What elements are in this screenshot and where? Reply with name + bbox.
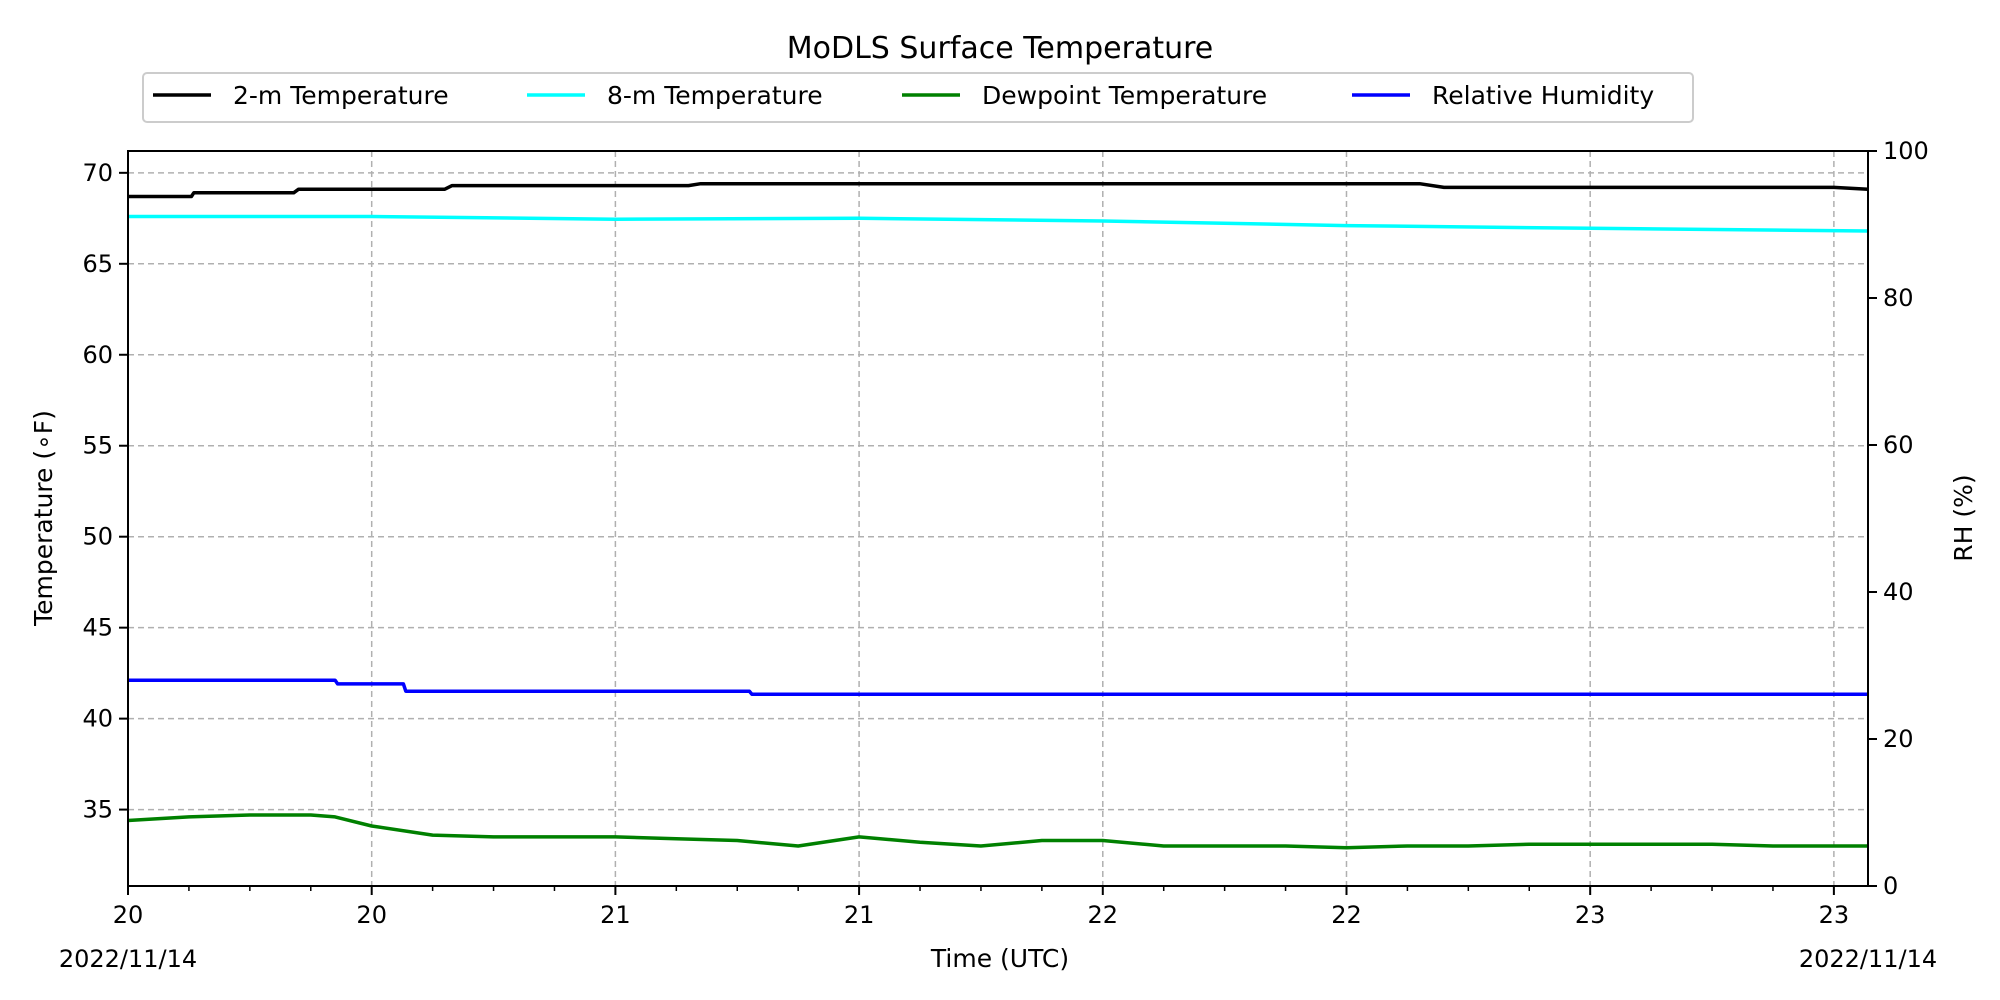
legend-label-relative-humidity: Relative Humidity (1432, 81, 1654, 110)
date-left-label: 2022/11/14 (59, 945, 197, 973)
legend-label-8-m-temperature: 8-m Temperature (607, 81, 823, 110)
y-tick-label: 65 (82, 250, 113, 278)
grid (128, 151, 1868, 886)
y2-tick-label: 100 (1883, 137, 1929, 165)
y-tick-label: 55 (82, 432, 113, 460)
legend-frame (142, 72, 1694, 123)
series-line-8-m-temperature (128, 214, 1869, 233)
x-tick-label: 23 (1819, 901, 1850, 929)
x-tick-label: 23 (1575, 901, 1606, 929)
plot-frame (127, 150, 1869, 887)
y-axis-title: Temperature (∘F) (29, 410, 58, 627)
y2-tick-label: 0 (1883, 872, 1898, 900)
y-tick-label: 40 (82, 705, 113, 733)
x-tick-label: 20 (113, 901, 144, 929)
series-line-relative-humidity (128, 678, 1868, 696)
y2-tick-label: 40 (1883, 578, 1914, 606)
legend-label-2-m-temperature: 2-m Temperature (233, 81, 449, 110)
y2-tick-label: 60 (1883, 431, 1914, 459)
x-tick-label: 22 (1331, 901, 1362, 929)
y-tick-label: 45 (82, 614, 113, 642)
y2-tick-label: 80 (1883, 284, 1914, 312)
y2-tick-label: 20 (1883, 725, 1914, 753)
y-tick-label: 70 (82, 159, 113, 187)
y2-axis-title: RH (%) (1949, 474, 1978, 561)
x-tick-label: 20 (356, 901, 387, 929)
axes: 20 20 21 21 22 22 23 23 35 40 45 50 55 60 65 70 0 20 40 60 8… (82, 137, 1928, 929)
series-line-dewpoint-temperature (127, 813, 1868, 850)
x-tick-label: 21 (600, 901, 631, 929)
x-axis-title: Time (UTC) (930, 944, 1069, 973)
y-tick-label: 50 (82, 523, 113, 551)
x-tick-label: 21 (844, 901, 875, 929)
series-line-2-m-temperature (128, 181, 1869, 199)
x-tick-label: 22 (1088, 901, 1119, 929)
y-tick-label: 60 (82, 341, 113, 369)
series-layer (127, 181, 1869, 850)
legend: 2-m Temperature 8-m Temperature Dewpoint T… (142, 72, 1694, 123)
chart-title: MoDLS Surface Temperature (787, 31, 1214, 66)
date-right-label: 2022/11/14 (1799, 945, 1937, 973)
y-tick-label: 35 (82, 796, 113, 824)
legend-label-dewpoint-temperature: Dewpoint Temperature (982, 81, 1267, 110)
